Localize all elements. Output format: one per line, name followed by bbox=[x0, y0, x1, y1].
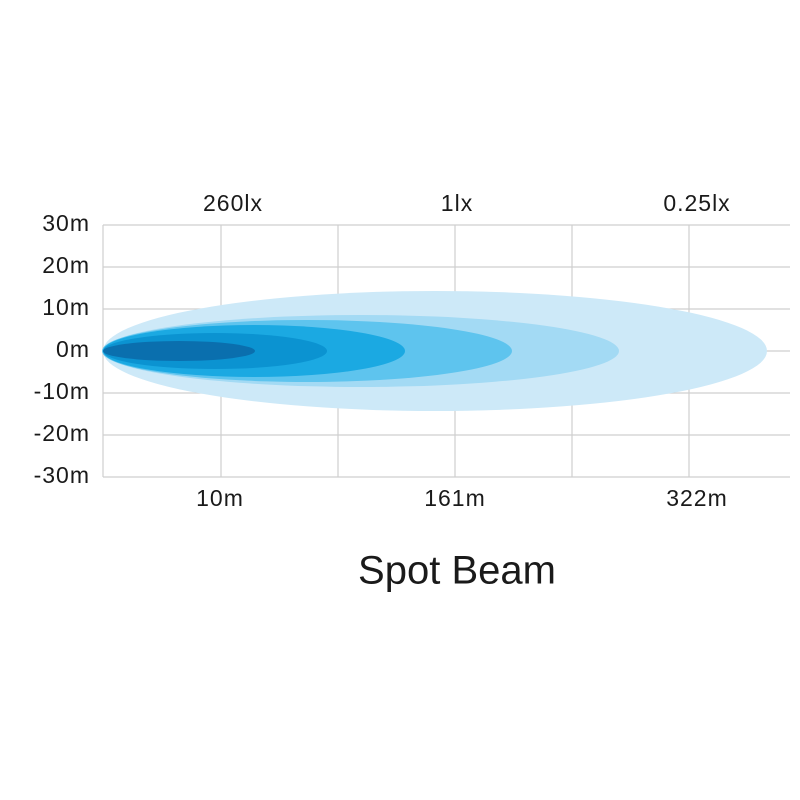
y-label: 20m bbox=[42, 252, 90, 278]
y-label: -30m bbox=[34, 462, 90, 488]
distance-label: 10m bbox=[196, 485, 244, 511]
y-label: -20m bbox=[34, 420, 90, 446]
beam bbox=[102, 291, 767, 411]
lux-label: 260lx bbox=[203, 190, 263, 216]
y-labels: 30m 20m 10m 0m -10m -20m -30m bbox=[34, 210, 90, 488]
lux-label: 1lx bbox=[441, 190, 473, 216]
y-label: 0m bbox=[56, 336, 90, 362]
y-label: 30m bbox=[42, 210, 90, 236]
distance-label: 161m bbox=[424, 485, 486, 511]
bottom-labels: 10m 161m 322m bbox=[196, 485, 728, 511]
title: Spot Beam bbox=[358, 549, 556, 593]
y-label: -10m bbox=[34, 378, 90, 404]
distance-label: 322m bbox=[666, 485, 728, 511]
top-labels: 260lx 1lx 0.25lx bbox=[203, 190, 730, 216]
lux-label: 0.25lx bbox=[663, 190, 730, 216]
y-label: 10m bbox=[42, 294, 90, 320]
beam-zone bbox=[103, 341, 255, 361]
